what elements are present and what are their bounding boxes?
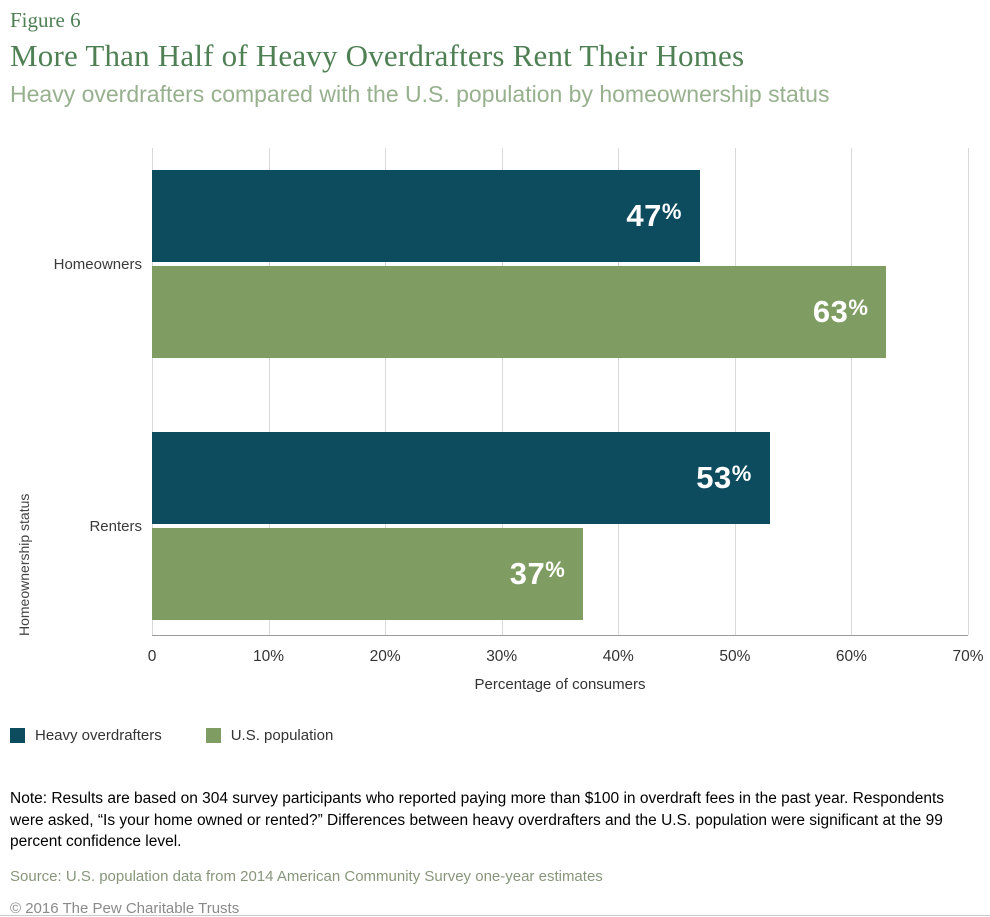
legend-swatch-heavy-overdrafters [10,728,25,743]
bar-value-label: 63% [812,294,869,329]
bar-u-s-population-renters: 37% [152,528,584,620]
category-labels: Homeowners Renters [10,148,142,636]
category-label-homeowners: Homeowners [53,255,142,273]
bar-group-renters: 53% 37% [152,432,968,620]
chart-title: More Than Half of Heavy Overdrafters Ren… [10,38,745,73]
note-text: Note: Results are based on 304 survey pa… [10,790,945,850]
legend-item-us-population: U.S. population [205,727,334,744]
x-tick-label: 60% [835,648,867,665]
x-tick-label: 0 [147,648,157,665]
bar-u-s-population-homeowners: 63% [152,266,887,358]
bottom-divider [0,915,990,916]
x-tick-label: 10% [253,648,285,665]
bar-value-label: 37% [509,556,566,591]
x-axis-ticks: 0 10% 20% 30% 40% 50% 60% 70% [148,636,984,668]
legend: Heavy overdrafters U.S. population [10,727,980,744]
gridline [501,148,503,635]
bar-chart: Homeownership status Homeowners Renters 4… [10,148,984,693]
figure-label: Figure 6 [10,8,81,32]
bar-value-label: 47% [626,198,682,233]
gridline [152,148,153,635]
chart-subtitle: Heavy overdrafters compared with the U.S… [10,81,830,107]
x-tick-label: 70% [952,648,984,665]
copyright-text: © 2016 The Pew Charitable Trusts [10,900,240,917]
gridline [385,148,387,635]
gridline [734,148,736,635]
bar-group-homeowners: 47% 63% [152,170,968,358]
category-label-renters: Renters [89,517,142,535]
x-tick-label: 40% [602,648,634,665]
source-text: Source: U.S. population data from 2014 A… [10,868,603,885]
gridline [851,148,853,635]
x-tick-label: 30% [486,648,518,665]
bar-groups: 47% 63% 53% 37% [152,148,968,635]
x-tick-label: 20% [369,648,401,665]
x-tick-label: 50% [719,648,751,665]
gridline [968,148,969,635]
legend-label: U.S. population [230,727,334,744]
x-axis-title: Percentage of consumers [474,676,646,693]
bar-heavy-overdrafters-renters: 53% [152,432,770,524]
legend-label: Heavy overdrafters [35,727,162,744]
bar-value-label: 53% [696,460,752,495]
legend-swatch-us-population [205,728,221,743]
gridline [618,148,620,635]
bar-heavy-overdrafters-homeowners: 47% [152,170,700,262]
gridline [268,148,270,635]
plot: 47% 63% 53% 37% [152,148,969,636]
legend-item-heavy-overdrafters: Heavy overdrafters [10,727,162,744]
